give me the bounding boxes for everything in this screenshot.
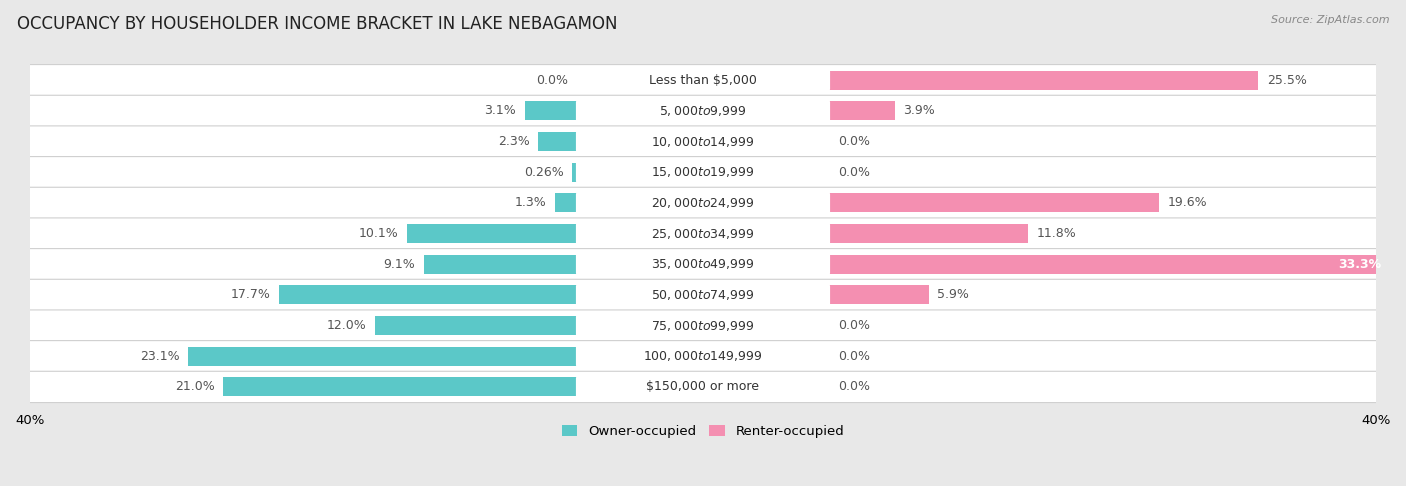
FancyBboxPatch shape [21, 310, 1385, 341]
Text: $10,000 to $14,999: $10,000 to $14,999 [651, 135, 755, 149]
Text: 0.0%: 0.0% [838, 319, 870, 332]
Text: 21.0%: 21.0% [176, 381, 215, 394]
Text: Less than $5,000: Less than $5,000 [650, 74, 756, 87]
FancyBboxPatch shape [21, 156, 1385, 188]
FancyBboxPatch shape [576, 70, 830, 90]
FancyBboxPatch shape [576, 285, 830, 305]
Text: 1.3%: 1.3% [515, 196, 547, 209]
FancyBboxPatch shape [576, 346, 830, 366]
Text: 11.8%: 11.8% [1036, 227, 1076, 240]
Text: $100,000 to $149,999: $100,000 to $149,999 [644, 349, 762, 363]
Text: 19.6%: 19.6% [1167, 196, 1208, 209]
Text: Source: ZipAtlas.com: Source: ZipAtlas.com [1271, 15, 1389, 25]
FancyBboxPatch shape [21, 249, 1385, 280]
Text: $5,000 to $9,999: $5,000 to $9,999 [659, 104, 747, 118]
Text: $150,000 or more: $150,000 or more [647, 381, 759, 394]
Text: 0.0%: 0.0% [536, 74, 568, 87]
Text: 5.9%: 5.9% [936, 288, 969, 301]
Text: $15,000 to $19,999: $15,000 to $19,999 [651, 165, 755, 179]
Bar [224, 378, 576, 397]
Bar [830, 285, 928, 304]
Bar [830, 255, 1389, 274]
FancyBboxPatch shape [576, 377, 830, 397]
Text: 0.0%: 0.0% [838, 135, 870, 148]
Text: 0.0%: 0.0% [838, 166, 870, 179]
FancyBboxPatch shape [21, 65, 1385, 96]
Bar [830, 193, 1159, 212]
Bar [278, 285, 576, 304]
FancyBboxPatch shape [576, 131, 830, 152]
Bar [830, 70, 1258, 90]
Text: 23.1%: 23.1% [139, 350, 180, 363]
FancyBboxPatch shape [21, 126, 1385, 157]
Bar [423, 255, 576, 274]
Text: 2.3%: 2.3% [498, 135, 530, 148]
Text: 25.5%: 25.5% [1267, 74, 1306, 87]
Bar [538, 132, 576, 151]
Text: 0.26%: 0.26% [524, 166, 564, 179]
Text: $35,000 to $49,999: $35,000 to $49,999 [651, 257, 755, 271]
Text: 3.1%: 3.1% [485, 104, 516, 118]
Bar [572, 163, 576, 182]
FancyBboxPatch shape [21, 218, 1385, 249]
Legend: Owner-occupied, Renter-occupied: Owner-occupied, Renter-occupied [557, 420, 849, 444]
FancyBboxPatch shape [576, 224, 830, 243]
Bar [830, 102, 894, 121]
Bar [188, 347, 576, 366]
Text: $25,000 to $34,999: $25,000 to $34,999 [651, 226, 755, 241]
Text: OCCUPANCY BY HOUSEHOLDER INCOME BRACKET IN LAKE NEBAGAMON: OCCUPANCY BY HOUSEHOLDER INCOME BRACKET … [17, 15, 617, 33]
Text: 0.0%: 0.0% [838, 381, 870, 394]
Bar [406, 224, 576, 243]
Text: 10.1%: 10.1% [359, 227, 398, 240]
FancyBboxPatch shape [576, 254, 830, 275]
Text: $75,000 to $99,999: $75,000 to $99,999 [651, 319, 755, 332]
FancyBboxPatch shape [576, 315, 830, 336]
FancyBboxPatch shape [21, 95, 1385, 126]
Bar [524, 102, 576, 121]
Text: 17.7%: 17.7% [231, 288, 270, 301]
Bar [830, 224, 1028, 243]
Text: $50,000 to $74,999: $50,000 to $74,999 [651, 288, 755, 302]
FancyBboxPatch shape [21, 341, 1385, 372]
FancyBboxPatch shape [21, 279, 1385, 311]
FancyBboxPatch shape [21, 187, 1385, 219]
Text: 9.1%: 9.1% [384, 258, 415, 271]
Text: $20,000 to $24,999: $20,000 to $24,999 [651, 196, 755, 210]
FancyBboxPatch shape [21, 371, 1385, 402]
Bar [555, 193, 576, 212]
Text: 12.0%: 12.0% [326, 319, 367, 332]
Bar [375, 316, 576, 335]
FancyBboxPatch shape [576, 162, 830, 182]
FancyBboxPatch shape [576, 193, 830, 213]
Text: 0.0%: 0.0% [838, 350, 870, 363]
FancyBboxPatch shape [576, 101, 830, 121]
Text: 3.9%: 3.9% [903, 104, 935, 118]
Text: 33.3%: 33.3% [1339, 258, 1381, 271]
